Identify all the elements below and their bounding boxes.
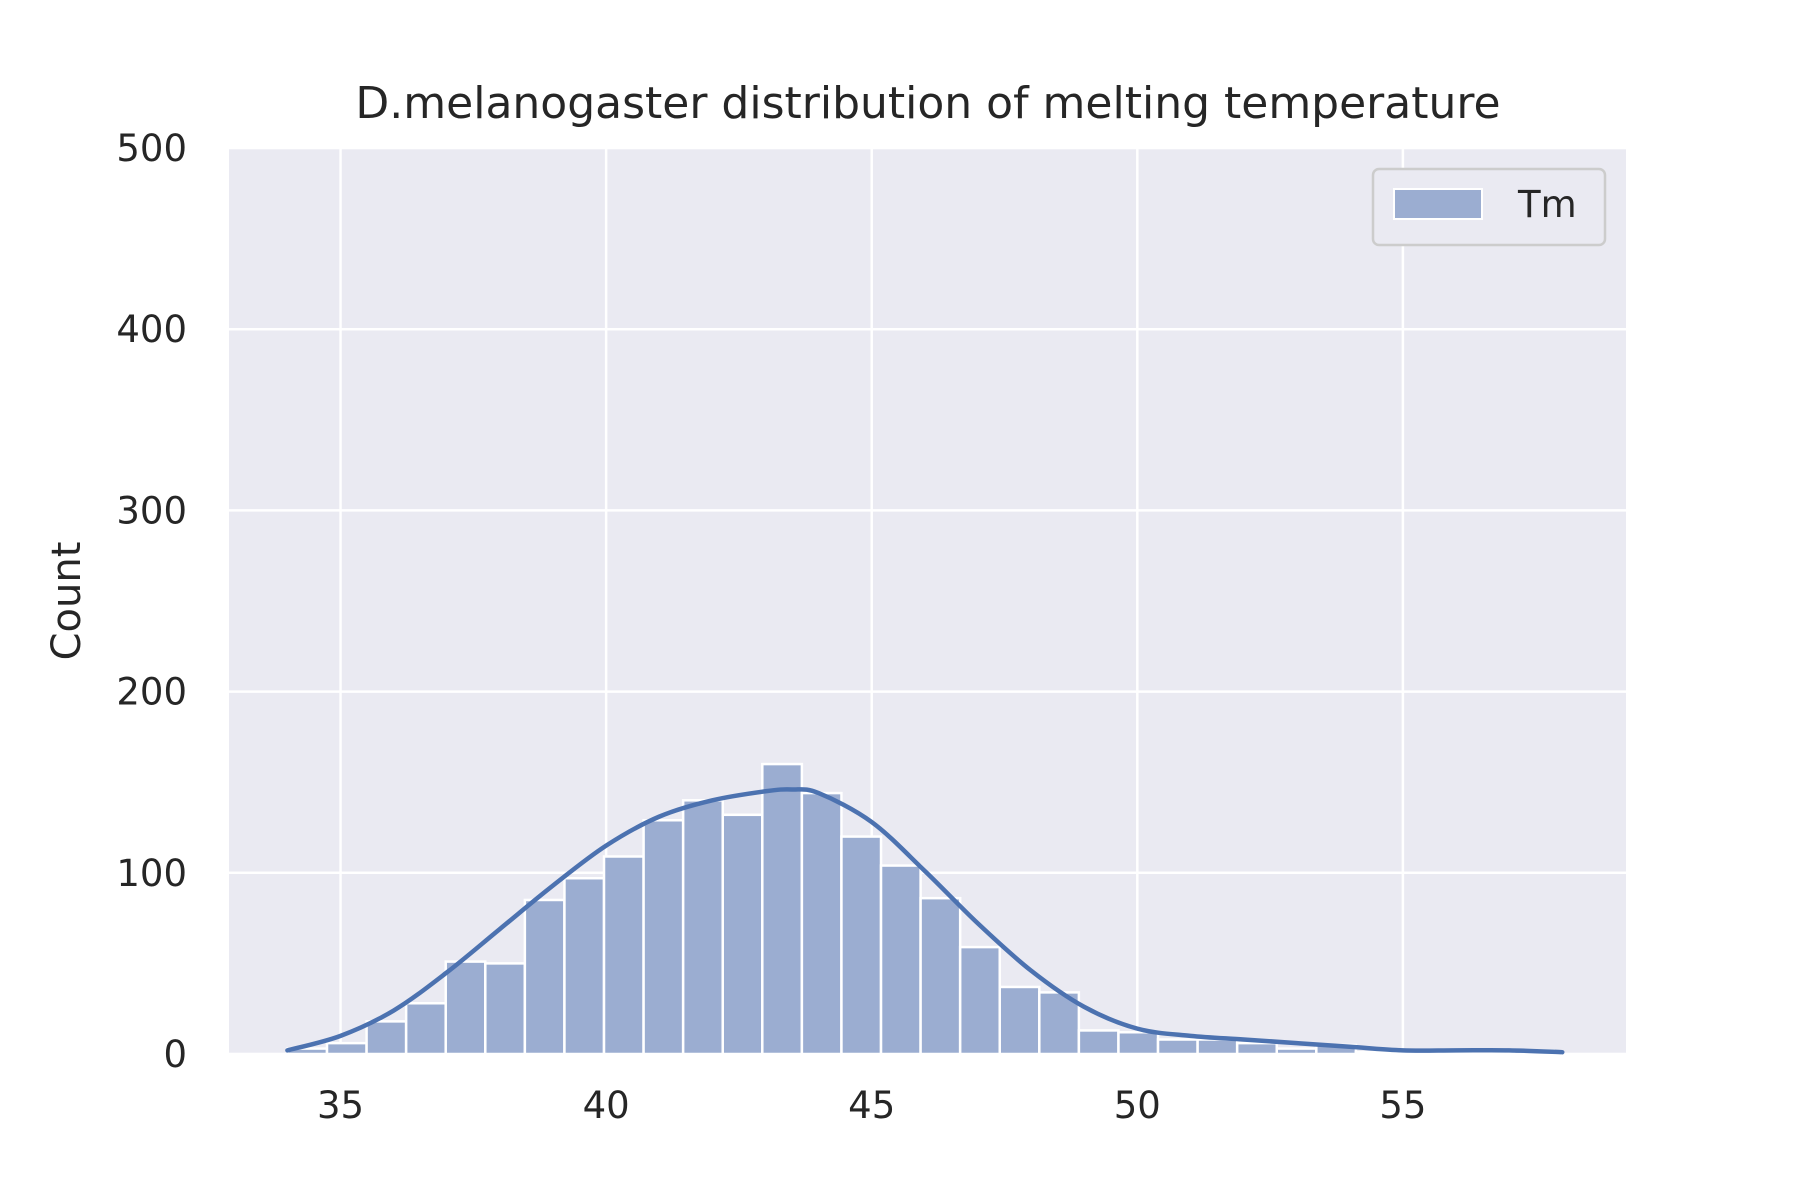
y-tick-label: 300 — [116, 489, 187, 532]
histogram-bar — [761, 762, 804, 1056]
histogram-bar — [721, 813, 764, 1056]
histogram-bar — [800, 791, 843, 1056]
y-tick-label: 200 — [116, 671, 187, 714]
x-tick-label: 45 — [848, 1084, 895, 1127]
legend-label: Tm — [1517, 183, 1577, 226]
histogram-bar — [365, 1020, 408, 1056]
x-tick-label: 55 — [1379, 1084, 1426, 1127]
histogram-bar — [642, 819, 685, 1056]
histogram-bar — [1275, 1047, 1318, 1056]
histogram-bar — [602, 855, 645, 1056]
histogram-bar — [840, 835, 883, 1056]
histogram-bar — [444, 960, 487, 1056]
histogram-bar — [563, 876, 606, 1056]
histogram-bar — [1156, 1038, 1199, 1056]
x-tick-label: 35 — [317, 1084, 364, 1127]
histogram-bar — [919, 896, 962, 1056]
grid-lines — [229, 146, 1626, 1056]
y-axis-ticks: 0 100 200 300 400 500 — [116, 127, 187, 1076]
y-tick-label: 500 — [116, 127, 187, 170]
y-tick-label: 0 — [163, 1033, 187, 1076]
y-tick-label: 100 — [116, 852, 187, 895]
histogram-bar — [404, 1002, 447, 1056]
legend-swatch — [1393, 188, 1483, 220]
histogram-bar — [1117, 1031, 1160, 1056]
x-axis-ticks: 35 40 45 50 55 — [317, 1084, 1426, 1127]
y-axis-label: Count — [44, 542, 90, 661]
histogram-bar — [681, 799, 724, 1056]
x-tick-label: 50 — [1114, 1084, 1161, 1127]
legend: Tm — [1371, 167, 1607, 247]
chart-title: D.melanogaster distribution of melting t… — [355, 78, 1500, 129]
histogram-bar — [1354, 1050, 1397, 1056]
histogram-bar — [1196, 1038, 1239, 1056]
histogram-bar — [523, 898, 566, 1056]
histogram-bar — [325, 1041, 368, 1056]
histogram-bar — [484, 962, 527, 1056]
histogram-bar — [998, 985, 1041, 1056]
kde-curve — [285, 787, 1565, 1055]
histogram-bar — [1235, 1041, 1279, 1056]
histogram-bar — [1077, 1029, 1120, 1056]
x-tick-label: 40 — [583, 1084, 630, 1127]
y-tick-label: 400 — [116, 308, 187, 351]
histogram-bar — [879, 864, 922, 1056]
histogram-bar — [958, 945, 1001, 1056]
